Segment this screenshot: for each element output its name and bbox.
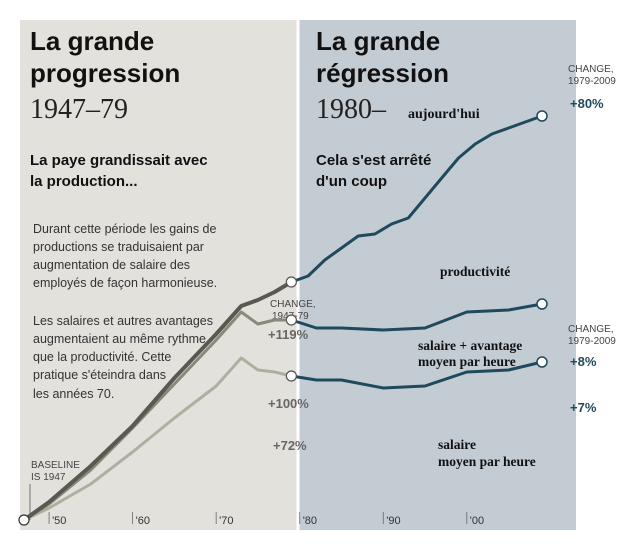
left-years: 1947–79 [30, 94, 128, 125]
x-axis-ticks: '50 '60 '70 '80 '90 '00 [48, 512, 484, 527]
left-body-line: Durant cette période les gains de [33, 222, 216, 236]
change-value-1947-79: +72% [273, 438, 307, 453]
left-subtitle-line1: La paye grandissait avec [30, 152, 208, 169]
x-tick-label: '90 [386, 515, 400, 527]
left-body-line: augmentation de salaire des [33, 258, 190, 272]
series-line-1947-79 [22, 356, 293, 522]
series-markers [18, 110, 548, 526]
series-line-1979-2009 [289, 114, 544, 284]
left-body-line: que la productivité. Cette [33, 350, 171, 364]
series-line-1979-2009 [289, 302, 544, 332]
change-value-1947-79: +100% [268, 396, 309, 411]
x-tick-label: '50 [52, 515, 66, 527]
left-body-line: productions se traduisaient par [33, 240, 204, 254]
series-line-1979-2009 [289, 360, 544, 390]
series-label-wage-line2: moyen par heure [438, 454, 536, 469]
right-panel [298, 20, 576, 530]
x-tick-label: '80 [303, 515, 317, 527]
series-line-1947-79 [22, 280, 294, 522]
change-label-2009-top-line2: 1979-2009 [568, 76, 616, 87]
baseline-label-line1: BASELINE [31, 460, 80, 471]
left-title-line2: progression [30, 58, 180, 88]
baseline-label-line2: IS 1947 [31, 472, 66, 483]
change-value-1979-2009: +7% [570, 400, 597, 415]
change-label-2009-top-line1: CHANGE, [568, 64, 614, 75]
change-value-1979-2009: +8% [570, 354, 597, 369]
right-title-line1: La grande [316, 26, 440, 56]
left-body: Durant cette période les gains de produc… [33, 222, 217, 401]
right-subtitle-line1: Cela s'est arrêté [316, 152, 431, 169]
left-subtitle-line2: la production... [30, 173, 138, 190]
right-subtitle-line2: d'un coup [316, 173, 387, 190]
marker-2009 [536, 356, 548, 368]
x-tick-label: '60 [136, 515, 150, 527]
series-label-comp-line2: moyen par heure [418, 354, 516, 369]
left-body-line: employés de façon harmonieuse. [33, 276, 217, 290]
marker-2009 [536, 298, 548, 310]
change-label-2009-mid-line1: CHANGE, [568, 324, 614, 335]
x-tick-label: '00 [470, 515, 484, 527]
change-value-1947-79: +119% [268, 327, 309, 342]
left-panel [20, 20, 298, 530]
right-title-line2: régression [316, 58, 449, 88]
left-body-line: Les salaires et autres avantages [33, 314, 213, 328]
left-body-line: les années 70. [33, 387, 114, 401]
left-body-line: pratique s'éteindra dans [33, 368, 166, 382]
baseline-marker [18, 514, 30, 526]
right-today: aujourd'hui [408, 107, 480, 122]
marker-2009 [536, 110, 548, 122]
left-title-line1: La grande [30, 26, 154, 56]
change-value-1979-2009: +80% [570, 96, 604, 111]
series-label-productivity: productivité [440, 264, 510, 279]
marker-1979 [285, 314, 297, 326]
change-label-1947-line1: CHANGE, [270, 299, 316, 310]
marker-1979 [285, 276, 297, 288]
x-tick-label: '70 [219, 515, 233, 527]
series-line-1947-79 [22, 310, 293, 522]
change-values: +119% +80% +100% +8% +72% +7% [268, 96, 604, 453]
right-years: 1980– [316, 94, 387, 125]
marker-1979 [285, 370, 297, 382]
series-label-comp-line1: salaire + avantage [418, 338, 522, 353]
left-body-line: augmentaient au même rythme [33, 332, 206, 346]
series-label-wage-line1: salaire [438, 437, 476, 452]
series-lines [22, 114, 544, 522]
change-label-2009-mid-line2: 1979-2009 [568, 336, 616, 347]
